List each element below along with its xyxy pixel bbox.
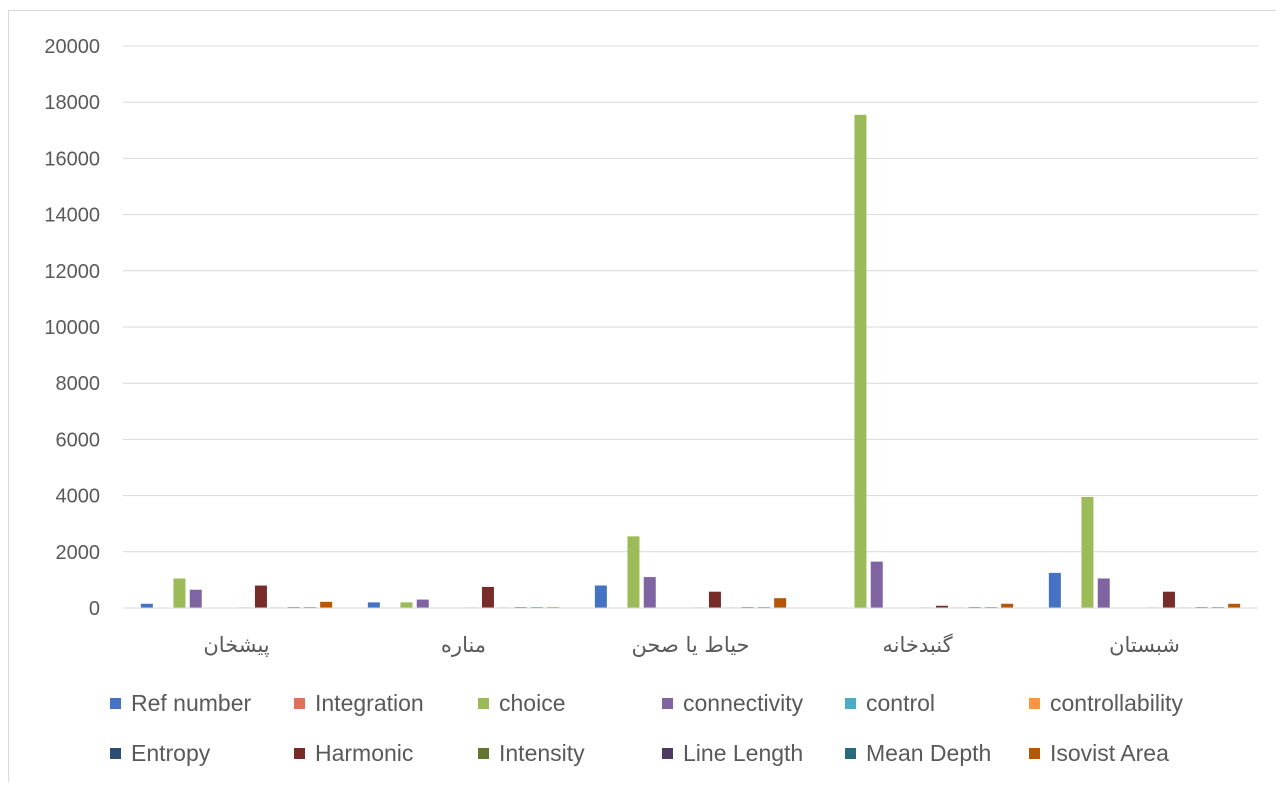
x-category-label: حیاط یا صحن [631,633,749,657]
bar [1001,603,1014,608]
bar [1097,578,1110,608]
y-axis-ticks: 0 2000 4000 6000 8000 10000 12000 14000 16000 180… [44,36,100,620]
bar [774,598,787,608]
bar [1048,572,1061,608]
bar [1228,603,1241,608]
bar [627,536,640,608]
y-tick-label: 4000 [56,486,101,508]
bar [935,605,948,608]
bar [254,585,267,608]
y-tick-label: 18000 [44,92,100,114]
bar [173,578,186,608]
bar [481,586,494,608]
bar [140,603,153,608]
x-category-label: پیشخان [203,633,269,657]
bar [1081,497,1094,608]
bar [367,602,380,608]
y-tick-label: 14000 [44,205,100,227]
bar [320,601,333,608]
y-tick-label: 6000 [56,429,101,451]
y-tick-label: 12000 [44,261,100,283]
bar [189,589,202,608]
x-axis-categories: پیشخان مناره حیاط یا صحن گنبدخانه شبستان [203,633,1180,657]
bar [854,114,867,608]
y-tick-label: 8000 [56,373,101,395]
bar [416,599,429,608]
chart-frame [8,10,1276,782]
y-tick-label: 0 [89,598,100,620]
gridlines [123,45,1258,553]
bar [643,577,656,608]
y-tick-label: 10000 [44,317,100,339]
y-tick-label: 16000 [44,148,100,170]
x-category-label: شبستان [1109,633,1180,657]
bar [708,591,721,608]
x-category-label: مناره [441,633,486,657]
x-category-label: گنبدخانه [882,633,952,657]
bar [870,561,883,608]
bar [1162,591,1175,608]
y-tick-label: 20000 [44,36,100,58]
bar [594,585,607,608]
y-tick-label: 2000 [56,542,101,564]
bars [140,114,1241,608]
bar [400,602,413,608]
